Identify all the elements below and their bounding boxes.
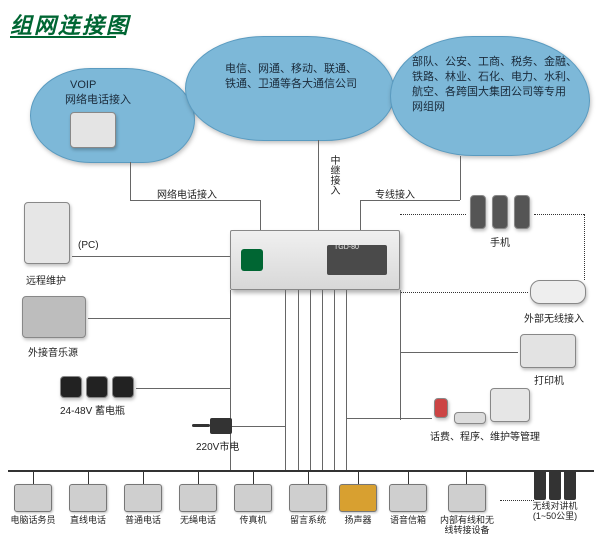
music-source-icon <box>22 296 86 338</box>
bottom-item-attendant: 电脑话务员 <box>8 484 58 526</box>
walkie-icon-1 <box>534 470 546 500</box>
speaker-icon <box>339 484 377 512</box>
label-mobile: 手机 <box>490 234 510 249</box>
pc-tag: (PC) <box>78 240 99 251</box>
wireless-router-icon <box>530 280 586 304</box>
transfer-device-icon <box>448 484 486 512</box>
cloud-voip-text2: 网络电话接入 <box>65 93 131 108</box>
label-special-line: 专线接入 <box>375 186 415 201</box>
management-keyboard-icon <box>454 412 486 424</box>
bottom-item-regular-phone: 普通电话 <box>118 484 168 526</box>
bottom-item-walkie-talkie: 无线对讲机 (1~50公里) <box>520 470 590 522</box>
attendant-icon <box>14 484 52 512</box>
bottom-bus-line <box>8 470 594 472</box>
mobile-icon-2 <box>492 195 508 229</box>
cloud-private-text: 部队、公安、工商、税务、金融、 铁路、林业、石化、电力、水利、 航空、各跨国大集… <box>412 55 587 114</box>
bottom-item-voicemail: 语音信箱 <box>383 484 433 526</box>
bottom-item-fax: 传真机 <box>228 484 278 526</box>
voip-phone-icon <box>70 112 116 148</box>
bottom-item-speaker: 扬声器 <box>333 484 383 526</box>
central-model: TGD-80 <box>334 244 359 251</box>
label-billing: 话费、程序、维护等管理 <box>430 428 540 443</box>
voicemail-box-icon <box>389 484 427 512</box>
fax-icon <box>234 484 272 512</box>
power-plug-icon <box>210 418 232 434</box>
label-music: 外接音乐源 <box>28 344 78 359</box>
battery-icon-1 <box>60 376 82 398</box>
cloud-voip-text1: VOIP <box>70 78 96 93</box>
regular-phone-icon <box>124 484 162 512</box>
walkie-icon-2 <box>549 470 561 500</box>
central-pbx-device <box>230 230 400 290</box>
bottom-item-voicemail-sys: 留言系统 <box>283 484 333 526</box>
battery-icon-2 <box>86 376 108 398</box>
battery-icon-3 <box>112 376 134 398</box>
remote-pc-icon <box>24 202 70 264</box>
cloud-carriers-text: 电信、网通、移动、联通、 铁通、卫通等各大通信公司 <box>225 62 385 92</box>
walkie-icon-3 <box>564 470 576 500</box>
voicemail-sys-icon <box>289 484 327 512</box>
label-printer: 打印机 <box>534 372 564 387</box>
direct-phone-icon <box>69 484 107 512</box>
management-pc-icon <box>490 388 530 422</box>
mobile-icon-3 <box>514 195 530 229</box>
printer-icon <box>520 334 576 368</box>
label-network-access: 网络电话接入 <box>157 186 217 201</box>
bottom-item-transfer-device: 内部有线和无 线转接设备 <box>436 484 498 536</box>
title-underline <box>10 36 116 38</box>
cordless-phone-icon <box>179 484 217 512</box>
management-phone-icon <box>434 398 448 418</box>
label-power: 220V市电 <box>196 438 239 453</box>
bottom-item-cordless-phone: 无绳电话 <box>173 484 223 526</box>
mobile-icon-1 <box>470 195 486 229</box>
label-remote: 远程维护 <box>26 272 66 287</box>
label-relay: 中继接入 <box>326 155 341 195</box>
bottom-item-direct-phone: 直线电话 <box>63 484 113 526</box>
label-wireless: 外部无线接入 <box>524 310 584 325</box>
label-battery: 24-48V 蓄电瓶 <box>60 402 125 417</box>
